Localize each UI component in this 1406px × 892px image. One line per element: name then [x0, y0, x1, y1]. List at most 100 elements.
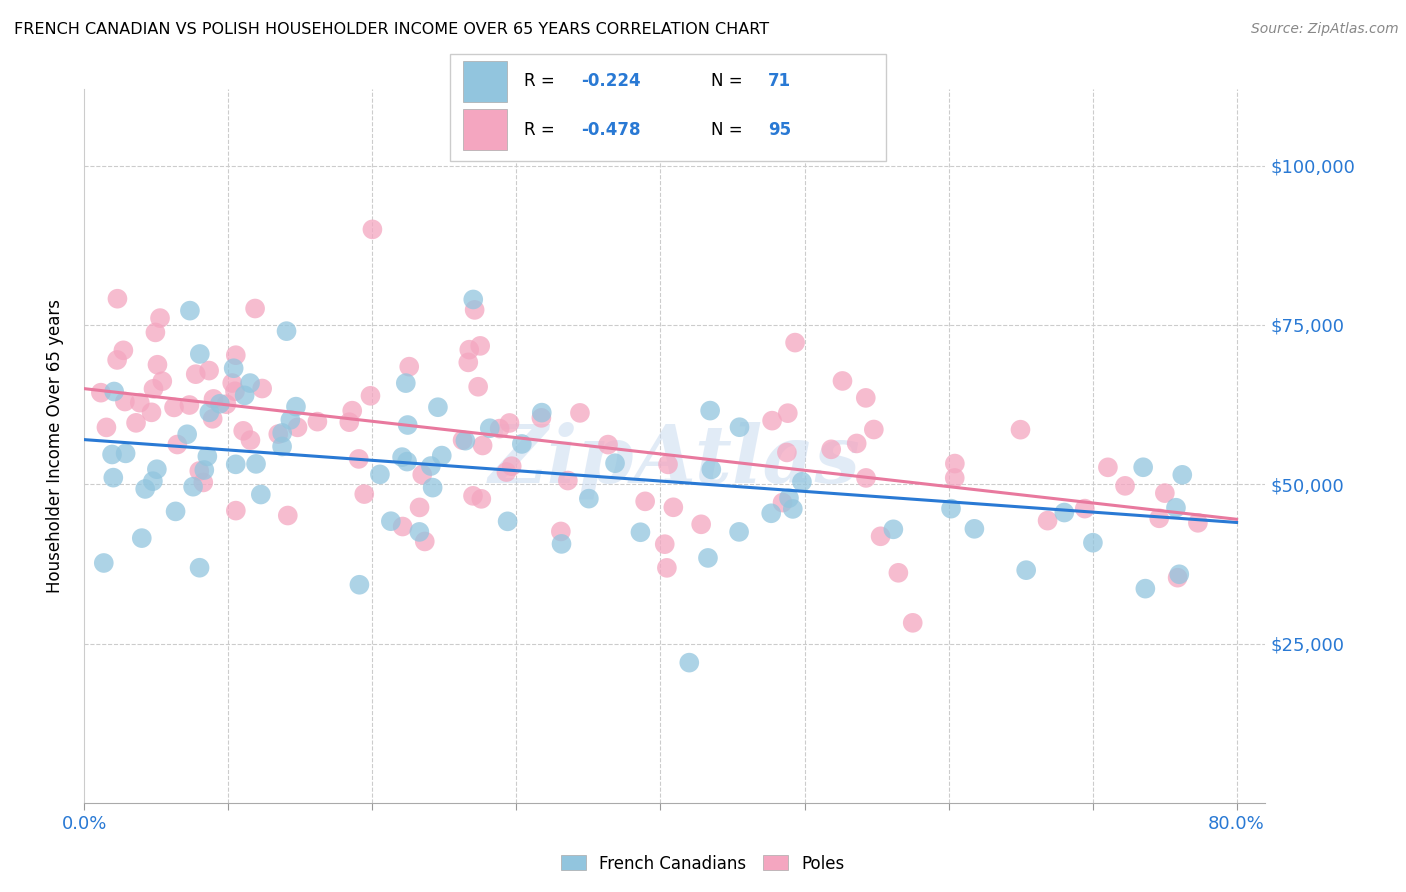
Point — [193, 475, 215, 490]
Point — [1132, 460, 1154, 475]
Text: -0.478: -0.478 — [581, 120, 640, 138]
Point — [470, 491, 492, 506]
Point — [530, 406, 553, 420]
Point — [337, 415, 360, 429]
Point — [634, 494, 657, 508]
Point — [471, 438, 494, 452]
Point — [451, 433, 474, 447]
Point — [250, 487, 273, 501]
Point — [131, 531, 153, 545]
Point — [501, 459, 523, 474]
Point — [603, 456, 626, 470]
Point — [470, 339, 492, 353]
Point — [467, 380, 489, 394]
Point — [239, 433, 262, 447]
Point — [353, 487, 375, 501]
Point — [271, 440, 294, 454]
Point — [307, 415, 329, 429]
Point — [225, 348, 247, 362]
Point — [188, 464, 211, 478]
Point — [195, 450, 218, 464]
Point — [215, 397, 238, 411]
Point — [202, 392, 225, 406]
Point — [222, 361, 245, 376]
Point — [855, 391, 877, 405]
Point — [349, 578, 371, 592]
Point — [678, 656, 700, 670]
Point — [510, 437, 533, 451]
Point — [239, 376, 262, 390]
Point — [101, 448, 124, 462]
Point — [655, 561, 678, 575]
Point — [232, 424, 254, 438]
Point — [1097, 460, 1119, 475]
Point — [245, 457, 267, 471]
Point — [359, 389, 381, 403]
Point — [464, 302, 486, 317]
Point — [179, 303, 201, 318]
Point — [225, 503, 247, 517]
Point — [1015, 563, 1038, 577]
Point — [458, 343, 481, 357]
Point — [96, 420, 118, 434]
Point — [125, 416, 148, 430]
Point — [225, 458, 247, 472]
Point — [1147, 511, 1170, 525]
Point — [150, 374, 173, 388]
Point — [285, 400, 308, 414]
Point — [395, 376, 418, 390]
Text: Source: ZipAtlas.com: Source: ZipAtlas.com — [1251, 22, 1399, 37]
Point — [820, 442, 842, 457]
Text: ZipAtlas: ZipAtlas — [489, 422, 860, 499]
Point — [845, 436, 868, 450]
Point — [782, 502, 804, 516]
Point — [408, 500, 430, 515]
Point — [776, 445, 799, 459]
Point — [277, 508, 299, 523]
Point — [557, 474, 579, 488]
Point — [166, 437, 188, 451]
Point — [1168, 567, 1191, 582]
Point — [224, 384, 246, 399]
Bar — [463, 109, 506, 150]
Point — [855, 471, 877, 485]
Point — [578, 491, 600, 506]
Point — [181, 480, 204, 494]
Point — [430, 449, 453, 463]
Point — [103, 384, 125, 399]
Point — [380, 514, 402, 528]
Point — [188, 347, 211, 361]
Point — [233, 388, 256, 402]
Text: FRENCH CANADIAN VS POLISH HOUSEHOLDER INCOME OVER 65 YEARS CORRELATION CHART: FRENCH CANADIAN VS POLISH HOUSEHOLDER IN… — [14, 22, 769, 37]
Point — [188, 560, 211, 574]
Legend: French Canadians, Poles: French Canadians, Poles — [554, 848, 852, 880]
Point — [728, 420, 751, 434]
Point — [1187, 516, 1209, 530]
Text: -0.224: -0.224 — [581, 72, 640, 90]
Point — [411, 467, 433, 482]
Point — [882, 522, 904, 536]
Point — [1036, 514, 1059, 528]
Point — [700, 462, 723, 476]
Point — [863, 423, 886, 437]
Point — [1010, 423, 1032, 437]
Point — [114, 394, 136, 409]
Point — [1164, 500, 1187, 515]
Point — [176, 427, 198, 442]
Point — [134, 482, 156, 496]
Point — [943, 471, 966, 485]
Point — [761, 506, 783, 520]
Point — [457, 355, 479, 369]
Point — [413, 534, 436, 549]
Point — [165, 504, 187, 518]
Text: N =: N = — [711, 72, 742, 90]
Point — [778, 491, 800, 505]
Point — [422, 481, 444, 495]
Point — [550, 537, 572, 551]
Point — [368, 467, 391, 482]
Point — [396, 454, 419, 468]
Text: R =: R = — [524, 120, 555, 138]
Point — [461, 489, 484, 503]
Point — [398, 359, 420, 374]
Point — [391, 519, 413, 533]
